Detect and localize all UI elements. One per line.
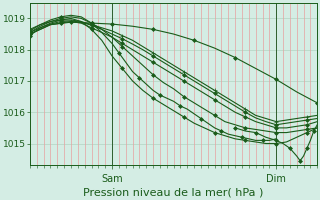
X-axis label: Pression niveau de la mer( hPa ): Pression niveau de la mer( hPa ) (84, 187, 264, 197)
